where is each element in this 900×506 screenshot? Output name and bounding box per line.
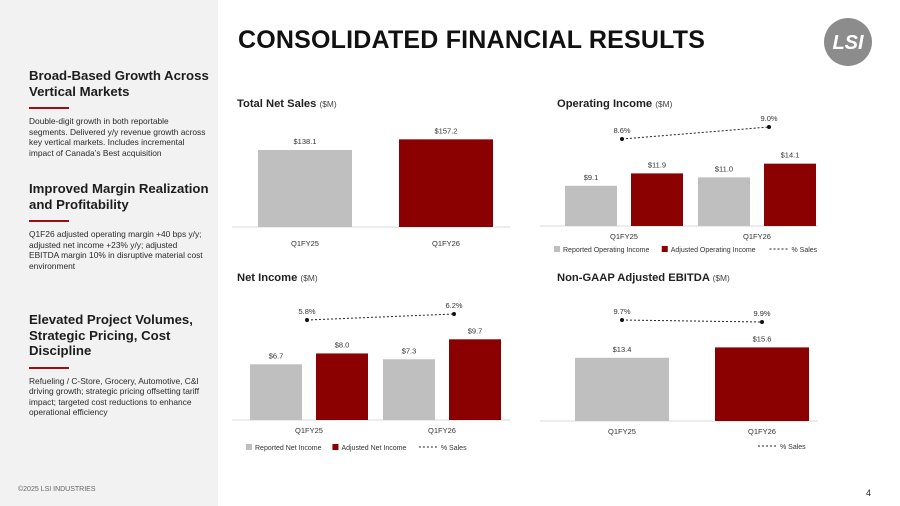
- chart-title-text: Total Net Sales: [237, 98, 317, 110]
- legend-label: Reported Operating Income: [563, 247, 649, 254]
- data-label: $11.9: [648, 160, 666, 169]
- chart-operating-income: $9.1 $11.9 Q1FY25 $11.0 $14.1 Q1FY26 8.6% 9.0% R…: [540, 114, 818, 254]
- percent-sales-label: 8.6%: [613, 126, 630, 135]
- sidebar-divider: [29, 107, 69, 109]
- company-logo: LSI: [822, 16, 874, 68]
- x-tick-label: Q1FY26: [432, 239, 460, 248]
- chart-title-unit: ($M): [319, 99, 337, 109]
- data-label: $7.3: [402, 346, 417, 355]
- bar-adjusted-operating-income-q1fy25: [631, 173, 683, 226]
- data-label: $6.7: [269, 351, 284, 360]
- percent-sales-point: [620, 137, 624, 141]
- legend-label: % Sales: [792, 247, 818, 254]
- data-label: $8.0: [335, 340, 350, 349]
- copyright: ©2025 LSI INDUSTRIES: [18, 486, 96, 493]
- percent-sales-label: 6.2%: [445, 301, 462, 310]
- sidebar-body: Double-digit growth in both reportable s…: [29, 116, 206, 158]
- sidebar-heading: Improved Margin Realization and Profitab…: [29, 181, 209, 212]
- bar-reported-operating-income-q1fy26: [698, 177, 750, 226]
- legend-label: Adjusted Operating Income: [671, 247, 756, 254]
- sidebar-heading: Broad-Based Growth Across Vertical Marke…: [29, 68, 209, 99]
- x-tick-label: Q1FY26: [428, 426, 456, 435]
- bar-q1fy26: [715, 347, 809, 421]
- chart-title-operating-income: Operating Income ($M): [557, 98, 672, 110]
- legend-label: Reported Net Income: [255, 445, 322, 452]
- percent-sales-line: [621, 319, 763, 323]
- bar-q1fy25: [575, 357, 669, 421]
- data-label: $9.1: [584, 173, 599, 182]
- sidebar-section-margin: Improved Margin Realization and Profitab…: [29, 181, 209, 271]
- x-tick-label: Q1FY26: [748, 427, 776, 436]
- chart-title-text: Non-GAAP Adjusted EBITDA: [557, 272, 710, 284]
- data-label: $14.1: [781, 151, 800, 160]
- sidebar-section-growth: Broad-Based Growth Across Vertical Marke…: [29, 68, 209, 158]
- bar-adjusted-net-income-q1fy26: [449, 339, 501, 420]
- percent-sales-label: 9.9%: [753, 309, 770, 318]
- logo-text: LSI: [832, 32, 864, 54]
- legend-swatch: [661, 246, 668, 252]
- percent-sales-point: [305, 318, 309, 322]
- legend-swatch: [246, 444, 252, 450]
- bar-reported-operating-income-q1fy25: [565, 185, 617, 226]
- bar-adjusted-net-income-q1fy25: [316, 353, 368, 420]
- page-title: CONSOLIDATED FINANCIAL RESULTS: [238, 26, 706, 54]
- data-label: $138.1: [294, 137, 317, 146]
- legend-label: % Sales: [441, 445, 467, 452]
- sidebar-heading: Elevated Project Volumes, Strategic Pric…: [29, 312, 193, 358]
- chart-net-income: $6.7 $8.0 Q1FY25 $7.3 $9.7 Q1FY26 5.8% 6.2% Repo…: [232, 301, 510, 452]
- chart-total-net-sales: $138.1 Q1FY25 $157.2 Q1FY26: [232, 126, 510, 248]
- sidebar-divider: [29, 220, 69, 222]
- percent-sales-point: [767, 125, 771, 129]
- sidebar-body: Q1F26 adjusted operating margin +40 bps …: [29, 229, 203, 271]
- data-label: $15.6: [753, 334, 772, 343]
- legend-swatch: [332, 444, 339, 450]
- chart-title-unit: ($M): [655, 99, 673, 109]
- chart-adjusted-ebitda: $13.4 Q1FY25 $15.6 Q1FY26 9.7% 9.9% % Sales: [540, 307, 818, 451]
- bar-adjusted-operating-income-q1fy26: [764, 163, 816, 226]
- data-label: $157.2: [435, 126, 458, 135]
- legend-label: % Sales: [780, 444, 806, 451]
- data-label: $13.4: [613, 345, 632, 354]
- x-tick-label: Q1FY25: [291, 239, 319, 248]
- sidebar-body: Refueling / C-Store, Grocery, Automotive…: [29, 375, 200, 418]
- sidebar: Broad-Based Growth Across Vertical Marke…: [0, 0, 218, 506]
- percent-sales-point: [760, 320, 764, 324]
- chart-title-net-income: Net Income ($M): [237, 272, 318, 284]
- percent-sales-label: 9.0%: [760, 114, 777, 123]
- sidebar-section-volumes: Elevated Project Volumes, Strategic Pric…: [29, 312, 209, 418]
- chart-title-text: Operating Income: [557, 98, 653, 110]
- percent-sales-line: [621, 126, 770, 140]
- chart-title-unit: ($M): [300, 273, 318, 283]
- chart-title-adjusted-ebitda: Non-GAAP Adjusted EBITDA ($M): [557, 272, 730, 284]
- percent-sales-point: [452, 312, 456, 316]
- data-label: $11.0: [715, 164, 733, 173]
- percent-sales-point: [620, 318, 624, 322]
- chart-title-total-net-sales: Total Net Sales ($M): [237, 98, 337, 110]
- sidebar-divider: [29, 366, 69, 369]
- bar-reported-net-income-q1fy25: [250, 364, 302, 420]
- legend-label: Adjusted Net Income: [341, 445, 406, 452]
- percent-sales-line: [306, 313, 455, 321]
- x-tick-label: Q1FY25: [608, 427, 636, 436]
- percent-sales-label: 5.8%: [298, 307, 315, 316]
- chart-title-text: Net Income: [237, 272, 298, 284]
- x-tick-label: Q1FY25: [295, 426, 323, 435]
- data-label: $9.7: [468, 326, 483, 335]
- x-tick-label: Q1FY25: [610, 232, 638, 241]
- percent-sales-label: 9.7%: [613, 307, 630, 316]
- page-number: 4: [866, 488, 872, 498]
- legend-swatch: [554, 246, 560, 252]
- bar-reported-net-income-q1fy26: [383, 359, 435, 420]
- bar-q1fy26: [399, 139, 493, 227]
- bar-q1fy25: [258, 149, 352, 227]
- chart-title-unit: ($M): [712, 273, 730, 283]
- x-tick-label: Q1FY26: [743, 232, 771, 241]
